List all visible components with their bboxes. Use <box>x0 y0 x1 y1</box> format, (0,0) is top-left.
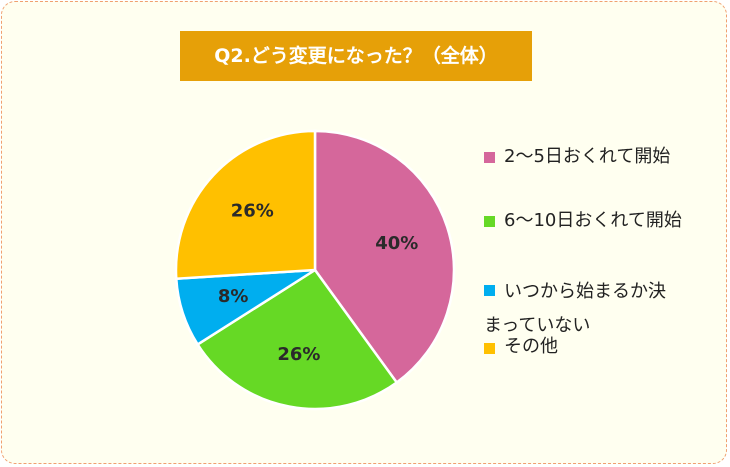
data-label-2: 26% <box>277 344 320 365</box>
legend-label-4: その他 <box>504 336 558 357</box>
legend-swatch-2 <box>484 216 495 227</box>
pie-slice-4 <box>174 129 317 281</box>
legend-swatch-4 <box>484 343 495 354</box>
legend-label-1: 2～5日おくれて開始 <box>504 146 671 167</box>
data-label-1: 40% <box>375 233 418 254</box>
legend-item-1: 2～5日おくれて開始 <box>484 142 720 173</box>
legend-label-2: 6～10日おくれて開始 <box>504 210 682 231</box>
legend-item-2: 6～10日おくれて開始 <box>484 206 720 237</box>
pie-slice-1 <box>313 129 456 385</box>
legend-swatch-1 <box>484 152 495 163</box>
legend-swatch-3 <box>484 285 495 296</box>
legend: 2～5日おくれて開始 6～10日おくれて開始 いつから始まるか決 まっていない … <box>484 142 720 363</box>
chart-title: Q2.どう変更になった？（全体） <box>180 31 532 81</box>
legend-item-4: その他 <box>484 332 720 363</box>
data-label-4: 26% <box>231 201 274 222</box>
legend-label-3-line-1: いつから始まるか決 <box>504 281 666 302</box>
pie-slice-2 <box>195 268 399 411</box>
data-label-3: 8% <box>218 286 249 307</box>
legend-item-3: いつから始まるか決 まっていない <box>484 276 720 338</box>
legend-label-3-line-2: まっていない <box>484 315 591 336</box>
